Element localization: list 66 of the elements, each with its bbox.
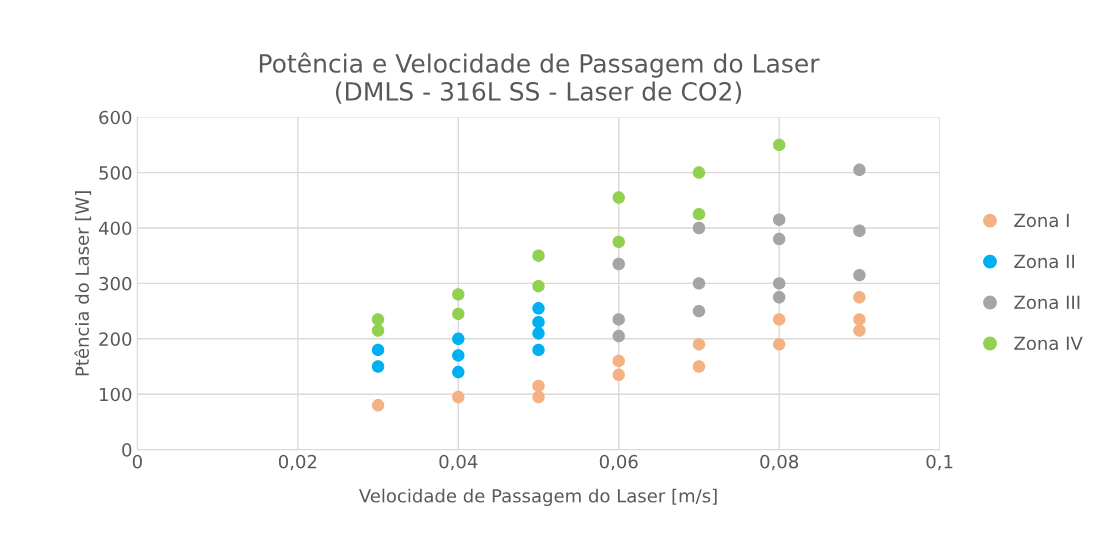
point: [772, 277, 786, 290]
point: [612, 329, 625, 343]
point: [452, 390, 465, 404]
x-tick-label: 0: [132, 454, 142, 469]
y-tick-label: 400: [98, 221, 132, 236]
point: [692, 360, 706, 373]
point: [612, 368, 625, 382]
legend-label: Zona II: [1014, 254, 1075, 269]
point: [692, 166, 706, 179]
y-tick-label: 0: [122, 443, 132, 457]
point: [612, 191, 625, 204]
x-tick-label: 0,02: [278, 454, 317, 471]
point: [853, 224, 866, 237]
point: [612, 313, 625, 326]
y-tick-label: 300: [99, 276, 132, 291]
point: [772, 138, 786, 152]
y-tick-label: 500: [99, 166, 132, 180]
point: [772, 213, 786, 226]
point: [452, 307, 465, 321]
point: [853, 324, 866, 337]
x-tick-label: 0,08: [760, 454, 799, 471]
point: [452, 288, 465, 301]
x-tick-label: 0,1: [926, 454, 953, 471]
point: [692, 207, 706, 221]
point: [371, 360, 385, 373]
point: [452, 365, 465, 379]
point: [692, 338, 706, 351]
point: [612, 354, 625, 368]
point: [532, 327, 545, 340]
point: [371, 324, 385, 337]
point: [532, 315, 545, 329]
point: [853, 268, 866, 282]
y-tick-label: 200: [99, 332, 132, 346]
point: [772, 232, 786, 246]
point: [692, 221, 706, 235]
point: [452, 332, 465, 346]
chart-title: Potência e Velocidade de Passagem do Laser (DMLS - 316L SS - Laser de CO2): [259, 52, 820, 104]
legend-label: Zona III: [1014, 295, 1080, 310]
legend-label: Zona I: [1014, 213, 1069, 228]
point: [692, 277, 706, 290]
point: [371, 313, 385, 326]
point: [612, 257, 625, 271]
point: [692, 304, 706, 318]
point: [371, 399, 385, 412]
point: [371, 343, 385, 357]
x-tick-label: 0,06: [599, 454, 638, 471]
x-axis-title: Velocidade de Passagem do Laser [m/s]: [358, 488, 717, 507]
y-tick-label: 600: [99, 110, 132, 125]
x-tick-label: 0,04: [439, 454, 478, 471]
y-axis-title: Ptência do Laser [W]: [74, 191, 92, 376]
point: [532, 249, 545, 262]
point: [853, 313, 866, 326]
legend-label: Zona IV: [1014, 336, 1083, 351]
point: [532, 302, 545, 315]
y-tick-label: 100: [100, 387, 132, 402]
point: [532, 279, 545, 293]
point: [853, 163, 866, 177]
point: [772, 338, 786, 351]
point: [532, 390, 545, 404]
point: [532, 379, 545, 393]
point: [772, 313, 786, 326]
point: [772, 291, 786, 304]
point: [853, 291, 866, 304]
point: [532, 343, 545, 357]
point: [452, 349, 465, 362]
point: [612, 235, 625, 249]
